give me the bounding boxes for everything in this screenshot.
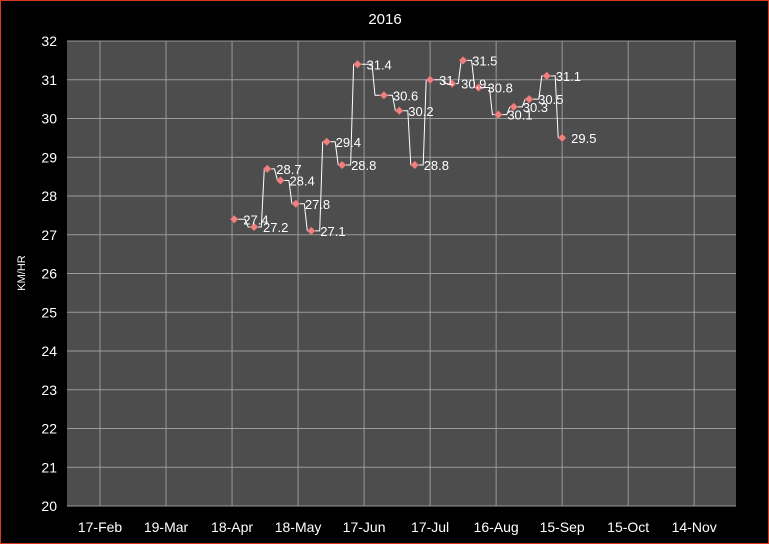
data-label: 30.9 [461,77,486,92]
data-point-marker [337,160,347,170]
data-label: 29.5 [571,131,596,146]
data-label: 28.4 [289,174,314,189]
data-point-marker [425,75,435,85]
x-tick-label: 17-Feb [78,519,123,535]
gridlines [67,40,736,507]
data-label: 31 [439,73,453,88]
data-point-marker [379,90,389,100]
y-tick-label: 22 [41,421,57,437]
data-label: 28.8 [424,158,449,173]
data-point-marker [509,102,519,112]
data-label: 30.6 [393,88,418,103]
y-tick-label: 32 [41,33,57,49]
data-markers [229,56,567,236]
data-label: 30.2 [408,104,433,119]
x-tick-label: 17-Jun [343,519,386,535]
data-label: 31.4 [366,57,391,72]
data-point-marker [447,79,457,88]
x-tick-label: 18-May [275,519,322,535]
data-point-marker [353,59,362,69]
data-point-marker [291,199,301,209]
data-label: 30.1 [507,108,532,123]
data-point-marker [306,226,316,236]
data-point-marker [458,56,468,65]
data-point-marker [410,160,420,170]
x-tick-label: 16-Aug [474,519,519,535]
y-tick-label: 21 [41,459,57,475]
data-label: 30.5 [538,92,563,107]
y-tick-label: 24 [41,343,57,359]
y-tick-label: 27 [41,227,57,243]
data-label: 30.3 [523,100,548,115]
y-axis-ticks: 20 21 22 23 24 25 26 27 28 29 30 31 32 [41,33,57,514]
y-tick-label: 28 [41,188,57,204]
y-tick-label: 31 [41,72,57,88]
x-tick-label: 14-Nov [672,519,717,535]
data-label: 29.4 [336,135,361,150]
y-tick-label: 20 [41,498,57,514]
data-label: 28.7 [276,162,301,177]
data-point-marker [394,106,404,116]
data-label: 31.5 [472,53,497,68]
data-point-marker [262,164,272,174]
data-label: 28.8 [351,158,376,173]
x-tick-label: 19-Mar [144,519,189,535]
y-tick-label: 23 [41,382,57,398]
data-label: 27.1 [320,224,345,239]
chart-title: 2016 [368,11,401,28]
y-tick-label: 26 [41,266,57,282]
data-point-marker [557,133,567,143]
data-labels: 27.427.2 28.728.4 27.8 27.1 29.4 28.8 31.4 30.6… [243,53,596,239]
y-tick-label: 30 [41,111,57,127]
y-tick-label: 29 [41,149,57,165]
data-point-marker [276,176,285,185]
data-point-marker [493,110,503,119]
data-point-marker [542,71,552,81]
data-point-marker [249,222,259,232]
x-tick-label: 18-Apr [211,519,253,535]
x-tick-label: 15-Sep [540,519,585,535]
data-point-marker [474,83,483,92]
data-point-marker [322,137,332,147]
x-tick-label: 15-Oct [607,519,649,535]
data-label: 27.8 [305,197,330,212]
data-point-marker [229,214,239,224]
y-axis-label: KM/HR [16,255,28,291]
x-tick-label: 17-Jul [411,519,449,535]
data-label: 27.2 [263,220,288,235]
data-label: 27.4 [243,212,268,227]
data-point-marker [524,94,534,104]
x-axis-ticks: 17-Feb 19-Mar 18-Apr 18-May 17-Jun 17-Jul 16-A… [78,519,717,535]
data-label: 30.8 [488,81,513,96]
data-label: 31.1 [556,69,581,84]
y-tick-label: 25 [41,304,57,320]
